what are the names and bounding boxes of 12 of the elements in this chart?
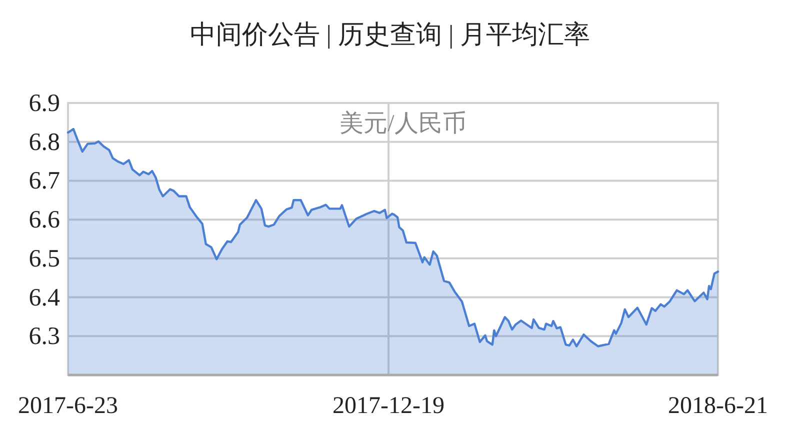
x-tick-label: 2017-6-23	[18, 393, 118, 419]
y-tick-label: 6.3	[28, 323, 60, 350]
y-tick-label: 6.9	[28, 90, 60, 117]
x-tick-label: 2017-12-19	[332, 393, 445, 419]
y-tick-label: 6.5	[28, 245, 60, 272]
chart-subtitle: 美元/人民币	[340, 110, 466, 137]
y-tick-label: 6.6	[28, 206, 60, 234]
y-tick-label: 6.7	[28, 168, 60, 195]
y-tick-label: 6.8	[28, 128, 60, 156]
x-tick-label: 2018-6-21	[668, 393, 768, 419]
y-tick-label: 6.4	[28, 284, 60, 312]
chart-title: 中间价公告 | 历史查询 | 月平均汇率	[190, 20, 590, 49]
